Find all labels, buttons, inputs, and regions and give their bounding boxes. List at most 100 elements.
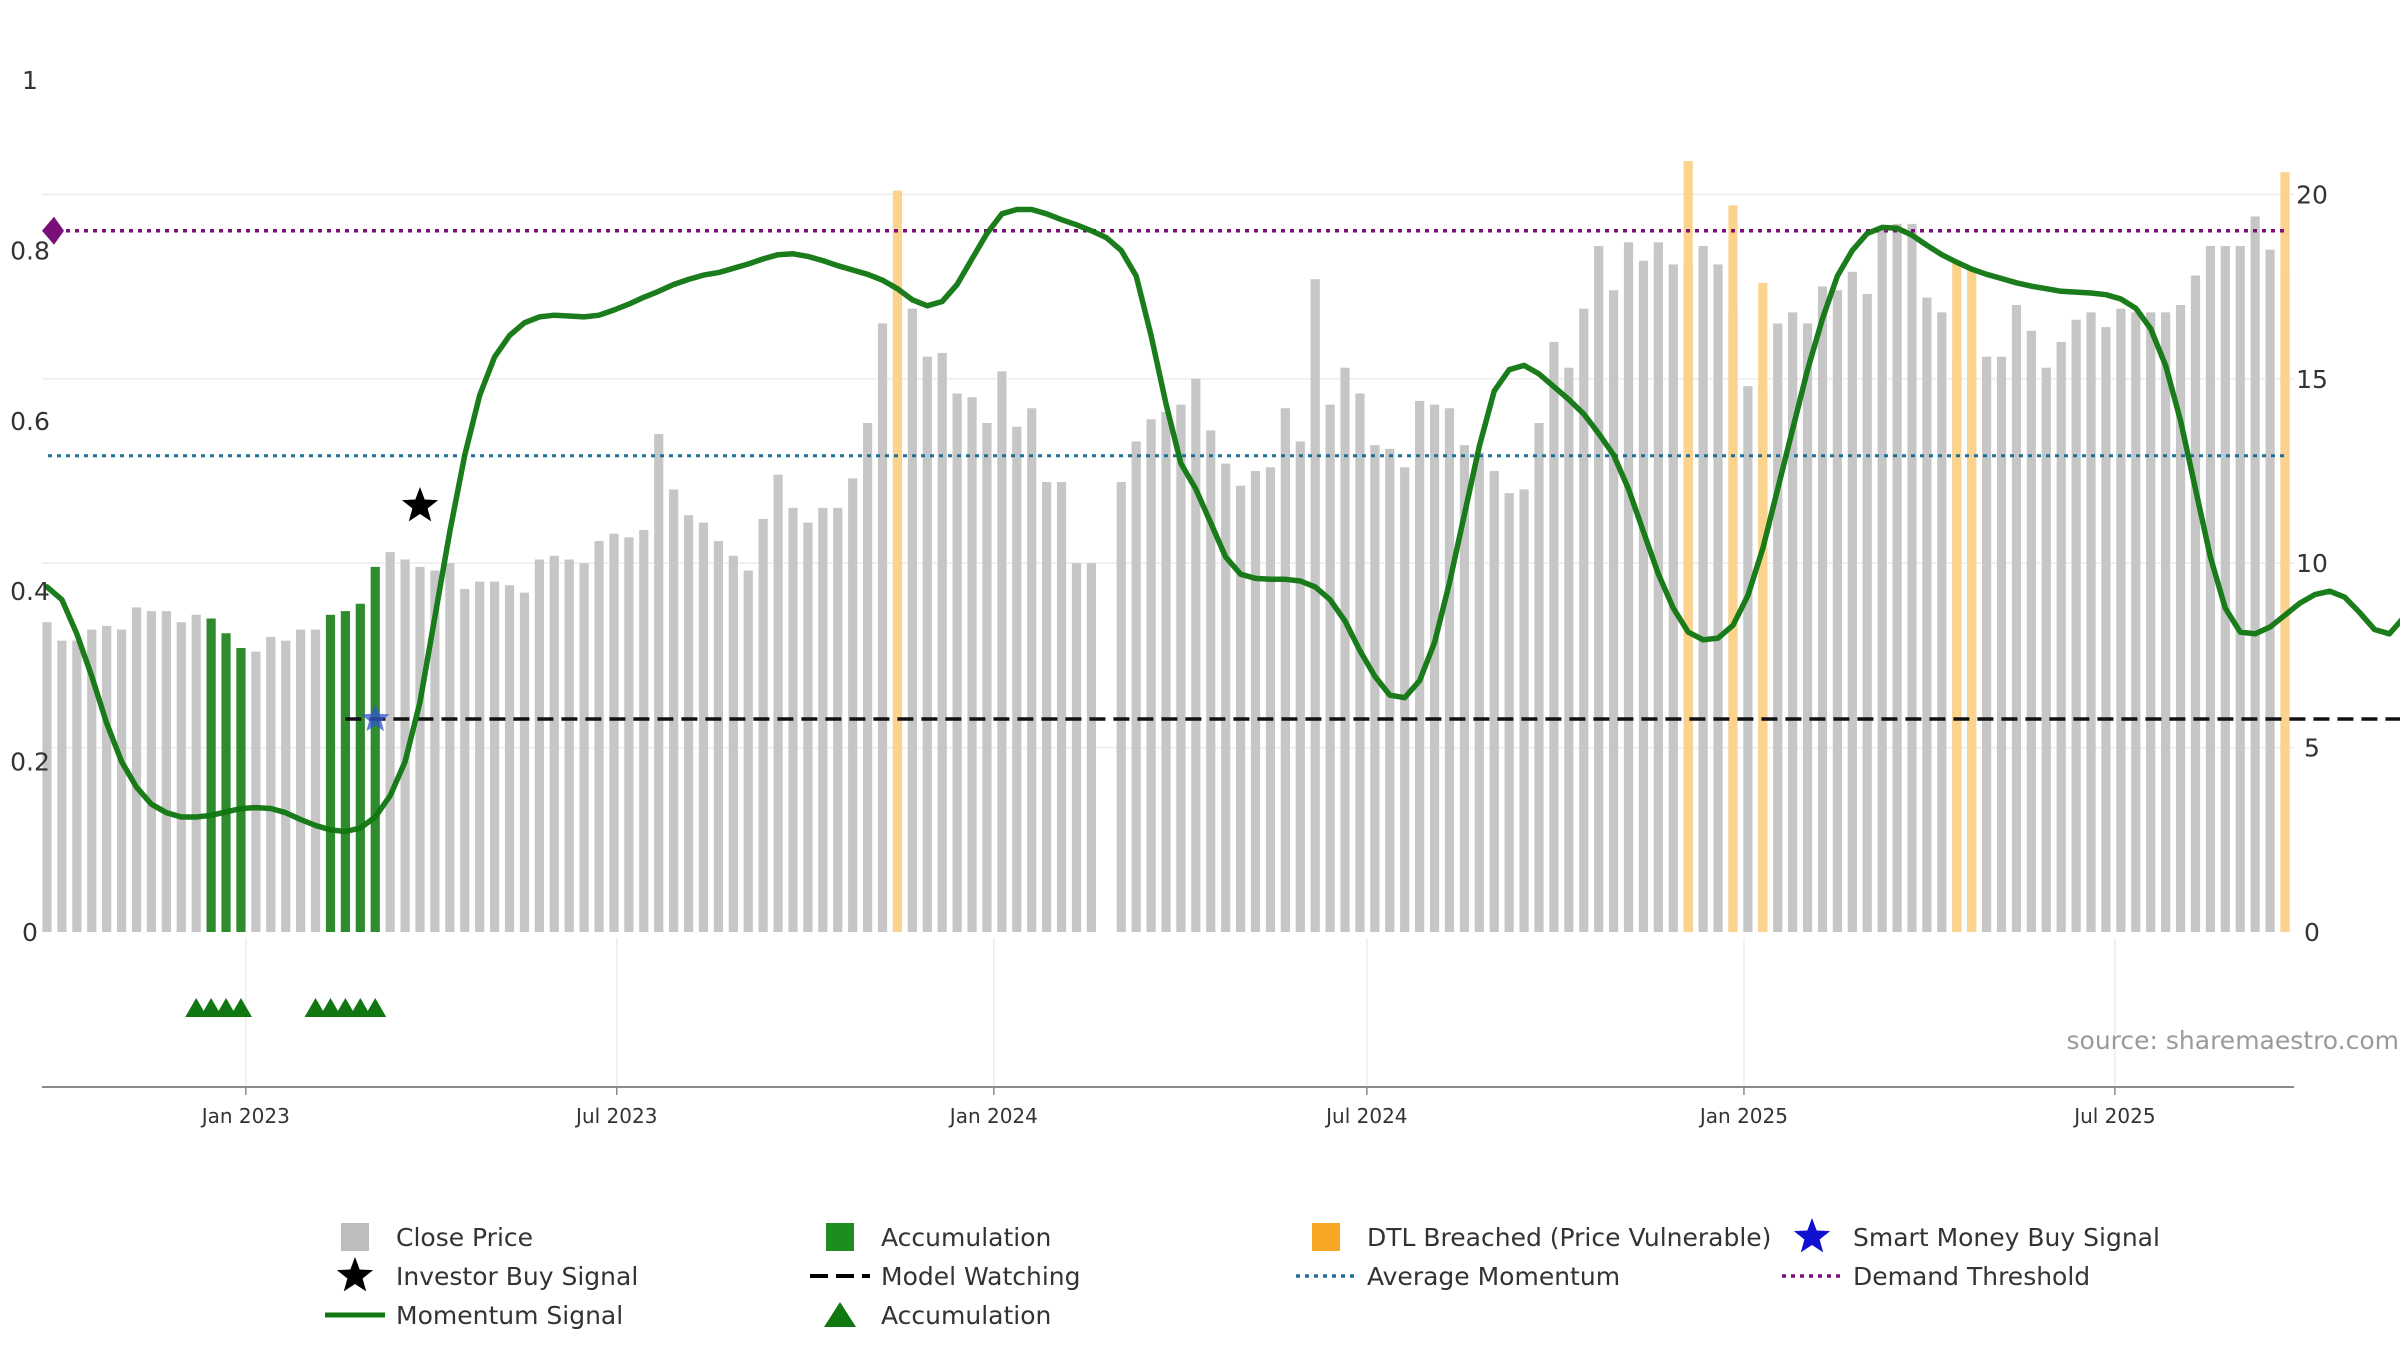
close-price-bar (564, 559, 574, 932)
close-price-bar (1519, 489, 1529, 932)
close-price-bar (877, 323, 888, 932)
legend-label-smart: Smart Money Buy Signal (1853, 1223, 2160, 1252)
close-price-bar (1206, 430, 1216, 932)
legend-item-dtl: DTL Breached (Price Vulnerable) (1312, 1223, 1771, 1252)
close-price-bar (1832, 290, 1842, 932)
accumulation-bar (206, 618, 216, 932)
dtl-breached-bar (2280, 172, 2290, 933)
accumulation-triangle (364, 998, 387, 1017)
accumulation-bar (236, 648, 246, 932)
legend-star-investor (336, 1257, 374, 1292)
close-price-bar (281, 640, 291, 932)
dtl-breached-bar (892, 190, 903, 932)
close-price-bar (1982, 356, 1992, 932)
close-price-bar (1221, 463, 1231, 932)
close-price-bar (579, 563, 589, 932)
close-price-bar (519, 592, 530, 932)
close-price-bar (475, 581, 485, 932)
accumulation-triangle (349, 998, 372, 1017)
close-price-bar (2086, 312, 2096, 932)
close-price-bar (2071, 319, 2081, 933)
close-price-bar (1355, 393, 1365, 933)
close-price-bar (967, 397, 977, 932)
investor-buy-star (401, 487, 439, 522)
close-price-bar (415, 566, 425, 932)
close-price-bar (803, 522, 813, 932)
close-price-bar (728, 555, 738, 932)
signal-lines (42, 206, 2400, 835)
close-price-bar (1340, 367, 1350, 932)
accumulation-triangle (304, 998, 327, 1017)
close-price-bar (1146, 419, 1156, 932)
close-price-bar (982, 423, 992, 932)
close-price-bar (549, 555, 559, 932)
close-price-bar (1638, 260, 1649, 932)
close-price-bar (1937, 312, 1947, 932)
close-price-bar (1892, 223, 1902, 932)
close-price-bar (117, 629, 127, 932)
right-y-tick-label: 15 (2296, 365, 2328, 394)
close-price-bar (2161, 312, 2171, 932)
dtl-breached-bar (1683, 161, 1693, 933)
close-price-bar (1877, 227, 1887, 932)
close-price-bar (758, 518, 768, 932)
close-price-bar (504, 585, 515, 932)
close-price-bar (1444, 408, 1455, 932)
close-price-bar (1653, 242, 1663, 933)
legend-triangle-accum_tri (824, 1302, 856, 1327)
left-y-tick-label: 1 (22, 66, 38, 95)
close-price-bar (1713, 264, 1723, 932)
x-tick-label: Jan 2023 (200, 1104, 290, 1128)
accumulation-bar (340, 611, 350, 932)
close-price-bar (1996, 356, 2007, 932)
close-price-bar (430, 570, 440, 932)
close-price-bar (1579, 308, 1589, 933)
close-price-bar (1773, 323, 1783, 932)
close-price-bar (2146, 312, 2156, 932)
close-price-bar (1743, 386, 1753, 932)
legend-label-accum_tri: Accumulation (881, 1301, 1051, 1330)
close-price-bar (146, 611, 157, 932)
close-price-bar (1116, 482, 1126, 932)
close-price-bar (997, 371, 1007, 933)
close-price-bar (42, 622, 52, 932)
close-price-bar (1907, 223, 1917, 932)
legend-label-demand: Demand Threshold (1853, 1262, 2090, 1291)
close-price-bar (2056, 341, 2066, 932)
legend-star-smart (1793, 1218, 1831, 1253)
legend-item-accum_tri: Accumulation (824, 1301, 1051, 1330)
source-label: source: sharemaestro.com (2067, 1026, 2400, 1055)
legend-label-dtl: DTL Breached (Price Vulnerable) (1367, 1223, 1771, 1252)
close-price-bar (1698, 245, 1708, 933)
close-price-bar (1847, 271, 1857, 932)
left-y-tick-label: 0.2 (10, 748, 50, 777)
close-price-bar (2131, 312, 2141, 932)
close-price-bar (296, 629, 306, 932)
close-price-bar (1922, 297, 1932, 933)
legend-swatch-dtl (1312, 1223, 1340, 1251)
legend-item-accum_bar: Accumulation (826, 1223, 1051, 1252)
right-y-tick-label: 0 (2304, 918, 2320, 947)
close-price-bar (2190, 275, 2201, 932)
accumulation-triangle (185, 998, 208, 1017)
close-price-bar (1027, 408, 1037, 932)
right-y-tick-label: 10 (2296, 549, 2328, 578)
x-tick-label: Jul 2025 (2072, 1104, 2155, 1128)
close-price-bar (161, 611, 171, 932)
x-tick-label: Jul 2024 (1324, 1104, 1407, 1128)
close-price-bar (863, 423, 873, 932)
close-price-bar (1012, 426, 1022, 932)
close-price-bar (1415, 400, 1425, 932)
legend-item-investor: Investor Buy Signal (336, 1257, 638, 1292)
smart-money-buy-star (361, 704, 390, 732)
legend-swatch-close (341, 1223, 369, 1251)
close-price-bar (2220, 245, 2230, 933)
close-price-bar (952, 393, 962, 933)
legend-item-demand: Demand Threshold (1782, 1262, 2090, 1291)
close-price-bar (1474, 452, 1484, 932)
legend-label-avgmom: Average Momentum (1367, 1262, 1620, 1291)
close-price-bar (848, 478, 858, 932)
close-price-bar (400, 559, 410, 932)
